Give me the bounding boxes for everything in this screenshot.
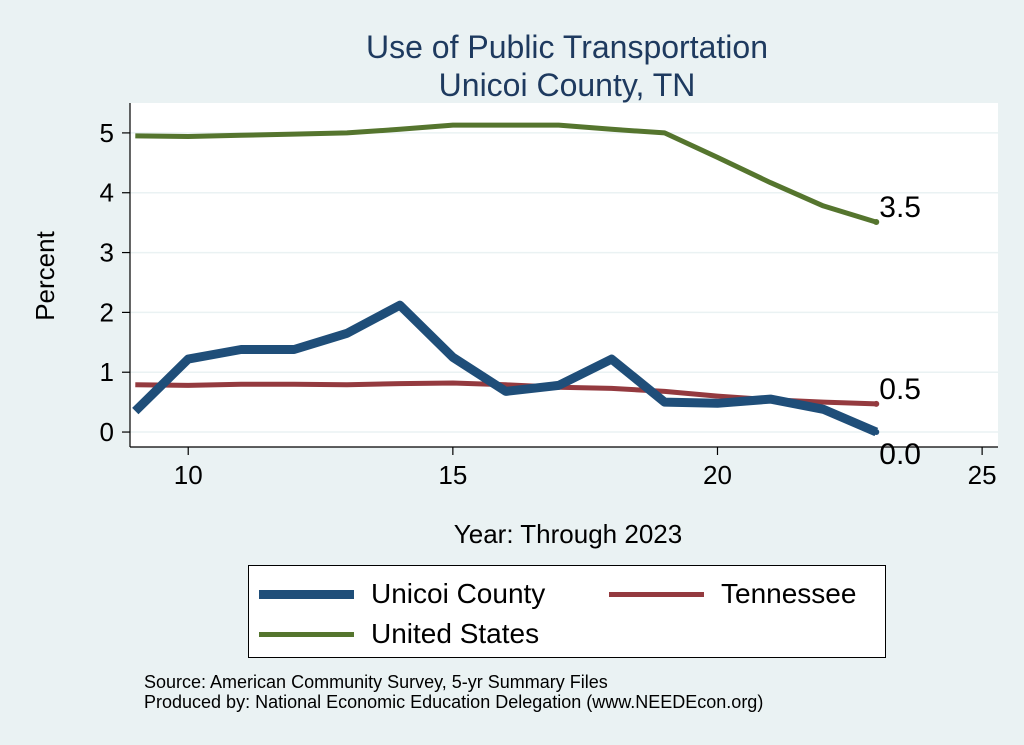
- legend-item-united-states: United States: [259, 616, 539, 652]
- x-tick-label: 10: [174, 460, 203, 490]
- y-tick-label: 4: [100, 178, 114, 208]
- end-labels: 0.0 0.5 3.5: [873, 191, 921, 471]
- x-tick-label: 15: [438, 460, 467, 490]
- y-tick-label: 1: [100, 357, 114, 387]
- x-axis-title: Year: Through 2023: [454, 519, 682, 549]
- y-axis-title: Percent: [30, 230, 60, 320]
- series-lines: [132, 122, 879, 437]
- legend-label-tennessee: Tennessee: [721, 578, 857, 609]
- legend-item-unicoi-county: Unicoi County: [259, 576, 545, 612]
- plot-area: [130, 103, 998, 447]
- producer-note: Produced by: National Economic Education…: [144, 692, 764, 712]
- legend: Unicoi County Tennessee United States: [248, 565, 886, 658]
- legend-label-unicoi-county: Unicoi County: [371, 578, 546, 609]
- legend-item-tennessee: Tennessee: [609, 576, 856, 612]
- end-point-marker: [873, 400, 880, 407]
- end-value-label: 0.5: [879, 373, 921, 406]
- source-note: Source: American Community Survey, 5-yr …: [144, 672, 608, 692]
- line-chart: Use of Public Transportation Unicoi Coun…: [30, 29, 998, 549]
- end-point-marker: [873, 219, 880, 226]
- legend-swatch-unicoi-county: [259, 589, 354, 599]
- end-value-label: 3.5: [879, 191, 921, 224]
- end-value-label: 0.0: [879, 438, 921, 471]
- end-point-marker: [873, 429, 880, 436]
- legend-swatch-united-states: [259, 631, 354, 637]
- y-tick-label: 2: [100, 297, 114, 327]
- axes: 0 1 2 3 4 5 10 15 20 25: [100, 103, 998, 490]
- chart-title-line-1: Use of Public Transportation: [366, 29, 768, 65]
- y-tick-label: 0: [100, 417, 114, 447]
- x-tick-label: 25: [968, 460, 997, 490]
- chart-title-line-2: Unicoi County, TN: [439, 67, 696, 103]
- series-line-unicoi-county: [132, 300, 879, 437]
- legend-swatch-tennessee: [609, 591, 704, 597]
- y-tick-label: 5: [100, 118, 114, 148]
- x-tick-label: 20: [703, 460, 732, 490]
- series-line-united-states: [135, 122, 878, 225]
- y-tick-label: 3: [100, 238, 114, 268]
- legend-label-united-states: United States: [371, 618, 540, 649]
